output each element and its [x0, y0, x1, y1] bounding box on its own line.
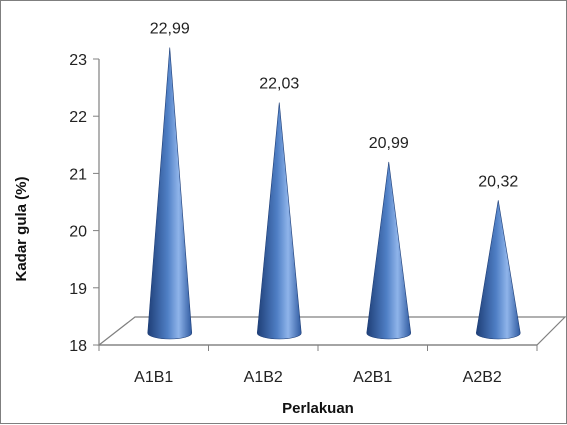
y-tick-label: 21: [69, 166, 87, 183]
x-tick-label: A1B2: [244, 369, 283, 386]
cone-bar-a1b2: [256, 102, 302, 340]
x-axis-title: Perlakuan: [282, 400, 354, 417]
x-tick-label: A2B2: [463, 369, 502, 386]
y-tick-label: 22: [69, 109, 87, 126]
data-label: 22,99: [150, 21, 190, 38]
x-tick-label: A2B1: [353, 369, 392, 386]
y-tick-label: 20: [69, 224, 87, 241]
cone-bar-a2b1: [366, 161, 412, 340]
cone-bar-a2b2: [475, 200, 521, 340]
y-tick-label: 19: [69, 281, 87, 298]
data-label: 20,32: [478, 173, 518, 190]
y-axis-title: Kadar gula (%): [13, 176, 30, 281]
y-tick-label: 18: [69, 338, 87, 355]
y-tick-label: 23: [69, 52, 87, 69]
cone-bar-a1b1: [147, 47, 193, 340]
x-tick-label: A1B1: [134, 369, 173, 386]
data-label: 20,99: [369, 135, 409, 152]
data-label: 22,03: [259, 75, 299, 92]
